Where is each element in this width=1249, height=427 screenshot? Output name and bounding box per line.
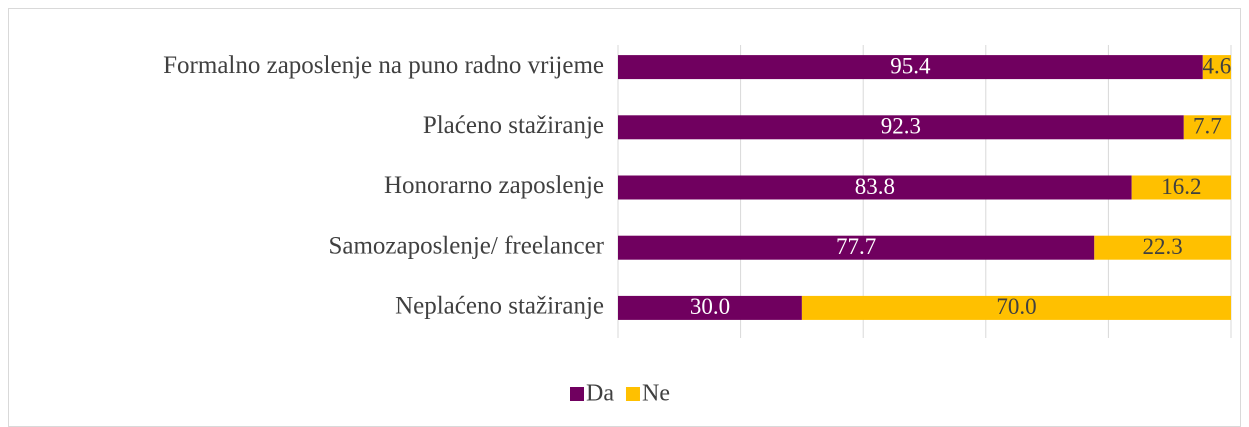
data-label: 16.2 (1161, 174, 1201, 199)
y-tick-label: Formalno zaposlenje na puno radno vrijem… (163, 52, 604, 79)
data-label: 4.6 (1203, 53, 1232, 78)
legend-label: Da (586, 381, 614, 407)
legend-swatch (570, 387, 584, 401)
bar-segment (618, 115, 1184, 140)
y-tick-label: Samozaposlenje/ freelancer (328, 232, 604, 259)
bar-segment (1131, 175, 1231, 200)
bar-segment (618, 55, 1203, 80)
y-tick-label: Neplaćeno stažiranje (395, 293, 604, 320)
bar-segment (618, 175, 1132, 200)
bar-segment (801, 295, 1231, 320)
data-label: 92.3 (881, 114, 921, 139)
data-label: 83.8 (855, 174, 895, 199)
data-label: 70.0 (996, 294, 1036, 319)
bar-segment (1183, 115, 1231, 140)
data-label: 95.4 (890, 53, 931, 78)
legend-swatch (625, 387, 640, 401)
bar-segment (618, 295, 802, 320)
bar-segment (618, 235, 1095, 260)
bar-segment (1202, 55, 1231, 80)
y-tick-label: Honorarno zaposlenje (384, 172, 604, 199)
data-label: 77.7 (836, 234, 876, 259)
legend-label: Ne (642, 381, 670, 407)
y-tick-label: Plaćeno stažiranje (423, 112, 604, 139)
data-label: 30.0 (690, 294, 730, 319)
data-label: 22.3 (1143, 234, 1183, 259)
data-label: 7.7 (1193, 114, 1222, 139)
bar-segment (1094, 235, 1231, 260)
